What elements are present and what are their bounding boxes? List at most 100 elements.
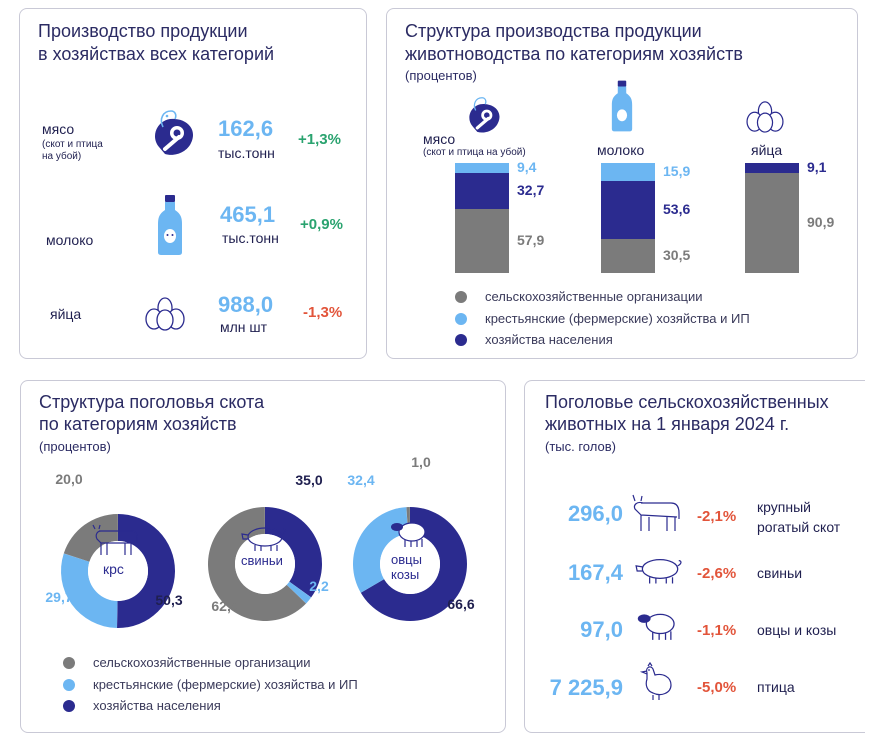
donut-slice [265, 507, 322, 598]
poultry-change: -5,0% [697, 679, 737, 696]
donut-slice [63, 514, 118, 562]
legend-swatch-farmers [63, 679, 75, 691]
legend-swatch-agro-orgs [63, 657, 75, 669]
pigs-center-label: свиньи [241, 553, 283, 568]
bar-milk [601, 163, 655, 273]
eggs-icon [746, 101, 784, 133]
livestock-title-line1: Поголовье сельскохозяйственных [545, 392, 829, 412]
bar-segment [601, 239, 655, 273]
bar-segment [455, 209, 509, 273]
donut-value-label: 62,8 [211, 598, 238, 614]
meat-unit: тыс.тонн [218, 145, 275, 161]
donut-value-label: 32,4 [347, 472, 374, 488]
sheep-label: овцы и козы [757, 622, 837, 638]
meat-value: 162,6 [218, 116, 274, 141]
pigs-change: -2,6% [697, 565, 737, 582]
milk-value: 465,1 [220, 202, 276, 227]
bar-value-label: 57,9 [517, 232, 545, 249]
bar-label-milk: молоко [597, 142, 645, 158]
milk-unit: тыс.тонн [222, 230, 279, 246]
structure-title-line2: животноводства по категориям хозяйств [405, 44, 743, 64]
legend-swatch-farmers [455, 313, 467, 325]
legend-swatch-agro-orgs [455, 291, 467, 303]
eggs-change: -1,3% [303, 304, 343, 321]
donut-value-label: 20,0 [55, 471, 82, 487]
structure-title-line1: Структура производства продукции [405, 21, 702, 41]
meat-icon [469, 97, 500, 133]
bar-value-label: 32,7 [517, 182, 545, 199]
herd-title-line2: по категориям хозяйств [39, 414, 237, 434]
bar-segment [745, 173, 799, 273]
production-panel: Производство продукции в хозяйствах всех… [19, 8, 367, 359]
bar-segment [455, 173, 509, 210]
bar-value-label: 9,4 [517, 159, 537, 176]
herd-panel: Структура поголовья скота по категориям … [20, 380, 506, 733]
donut-value-label: 2,2 [309, 578, 329, 594]
milk-bottle-icon [158, 195, 182, 255]
bar-segment [745, 163, 799, 174]
cattle-label-1: крупный [757, 499, 811, 515]
livestock-title-line2: животных на 1 января 2024 г. [545, 414, 790, 434]
sheep-change: -1,1% [697, 622, 737, 639]
herd-subtitle: (процентов) [39, 439, 111, 454]
bar-segment [601, 163, 655, 181]
structure-panel: Структура производства продукции животно… [386, 8, 858, 359]
herd-title-line1: Структура поголовья скота [39, 392, 265, 412]
bar-value-label: 53,6 [663, 200, 691, 217]
donut-slice [61, 553, 118, 628]
donut-value-label: 66,6 [447, 596, 474, 612]
legend-label-households: хозяйства населения [485, 332, 613, 347]
legend-label-farmers: крестьянские (фермерские) хозяйства и ИП [93, 677, 358, 692]
bar-segment [601, 180, 655, 240]
pigs-label: свиньи [757, 565, 803, 581]
bar-eggs [745, 163, 799, 273]
meat-icon [154, 110, 194, 155]
cattle-label-2: рогатый скот [757, 519, 841, 535]
donut-value-label: 29,7 [45, 589, 72, 605]
eggs-label: яйца [50, 306, 82, 322]
livestock-subtitle: (тыс. голов) [545, 439, 616, 454]
legend-label-agro-orgs: сельскохозяйственные организации [485, 289, 703, 304]
pig-icon [241, 527, 286, 551]
krs-center-label: крс [103, 561, 124, 577]
sheep-center-label-2: козы [391, 567, 420, 582]
poultry-value: 7 225,9 [549, 675, 623, 700]
eggs-unit: млн шт [220, 319, 268, 335]
donut-hole [380, 534, 440, 594]
chicken-icon [639, 661, 672, 700]
legend-swatch-households [455, 334, 467, 346]
donut-value-label: 35,0 [295, 472, 322, 488]
meat-label: мясо [42, 121, 75, 137]
donut-slice [360, 507, 467, 621]
eggs-value: 988,0 [218, 292, 274, 317]
bar-value-label: 15,9 [663, 162, 691, 179]
legend-label-farmers: крестьянские (фермерские) хозяйства и ИП [485, 311, 750, 326]
livestock-panel: Поголовье сельскохозяйственных животных … [524, 380, 865, 733]
meat-sublabel-1: (скот и птица [42, 139, 103, 150]
bar-sublabel-meat: (скот и птица на убой) [423, 147, 526, 158]
sheep-value: 97,0 [580, 617, 623, 642]
donut-value-label: 50,3 [155, 592, 182, 608]
sheep-icon [391, 522, 426, 547]
milk-label: молоко [46, 232, 94, 248]
donut-slice [286, 581, 312, 604]
sheep-center-label-1: овцы [391, 552, 422, 567]
legend-label-agro-orgs: сельскохозяйственные организации [93, 655, 311, 670]
legend-swatch-households [63, 700, 75, 712]
structure-subtitle: (процентов) [405, 68, 477, 83]
eggs-icon [145, 297, 185, 331]
bar-value-label: 90,9 [807, 214, 835, 230]
donut-hole [88, 541, 148, 601]
poultry-label: птица [757, 679, 795, 695]
cow-icon [632, 494, 680, 531]
production-title-line2: в хозяйствах всех категорий [38, 44, 275, 64]
donut-slice [208, 507, 307, 621]
bar-value-label: 9,1 [807, 159, 827, 175]
milk-bottle-icon [611, 80, 633, 132]
donut-value-label: 1,0 [411, 454, 431, 470]
cattle-change: -2,1% [697, 508, 737, 525]
bar-label-meat: мясо [423, 131, 456, 147]
production-title-line1: Производство продукции [38, 21, 248, 41]
bar-value-label: 30,5 [663, 247, 691, 264]
pig-icon [635, 558, 682, 584]
